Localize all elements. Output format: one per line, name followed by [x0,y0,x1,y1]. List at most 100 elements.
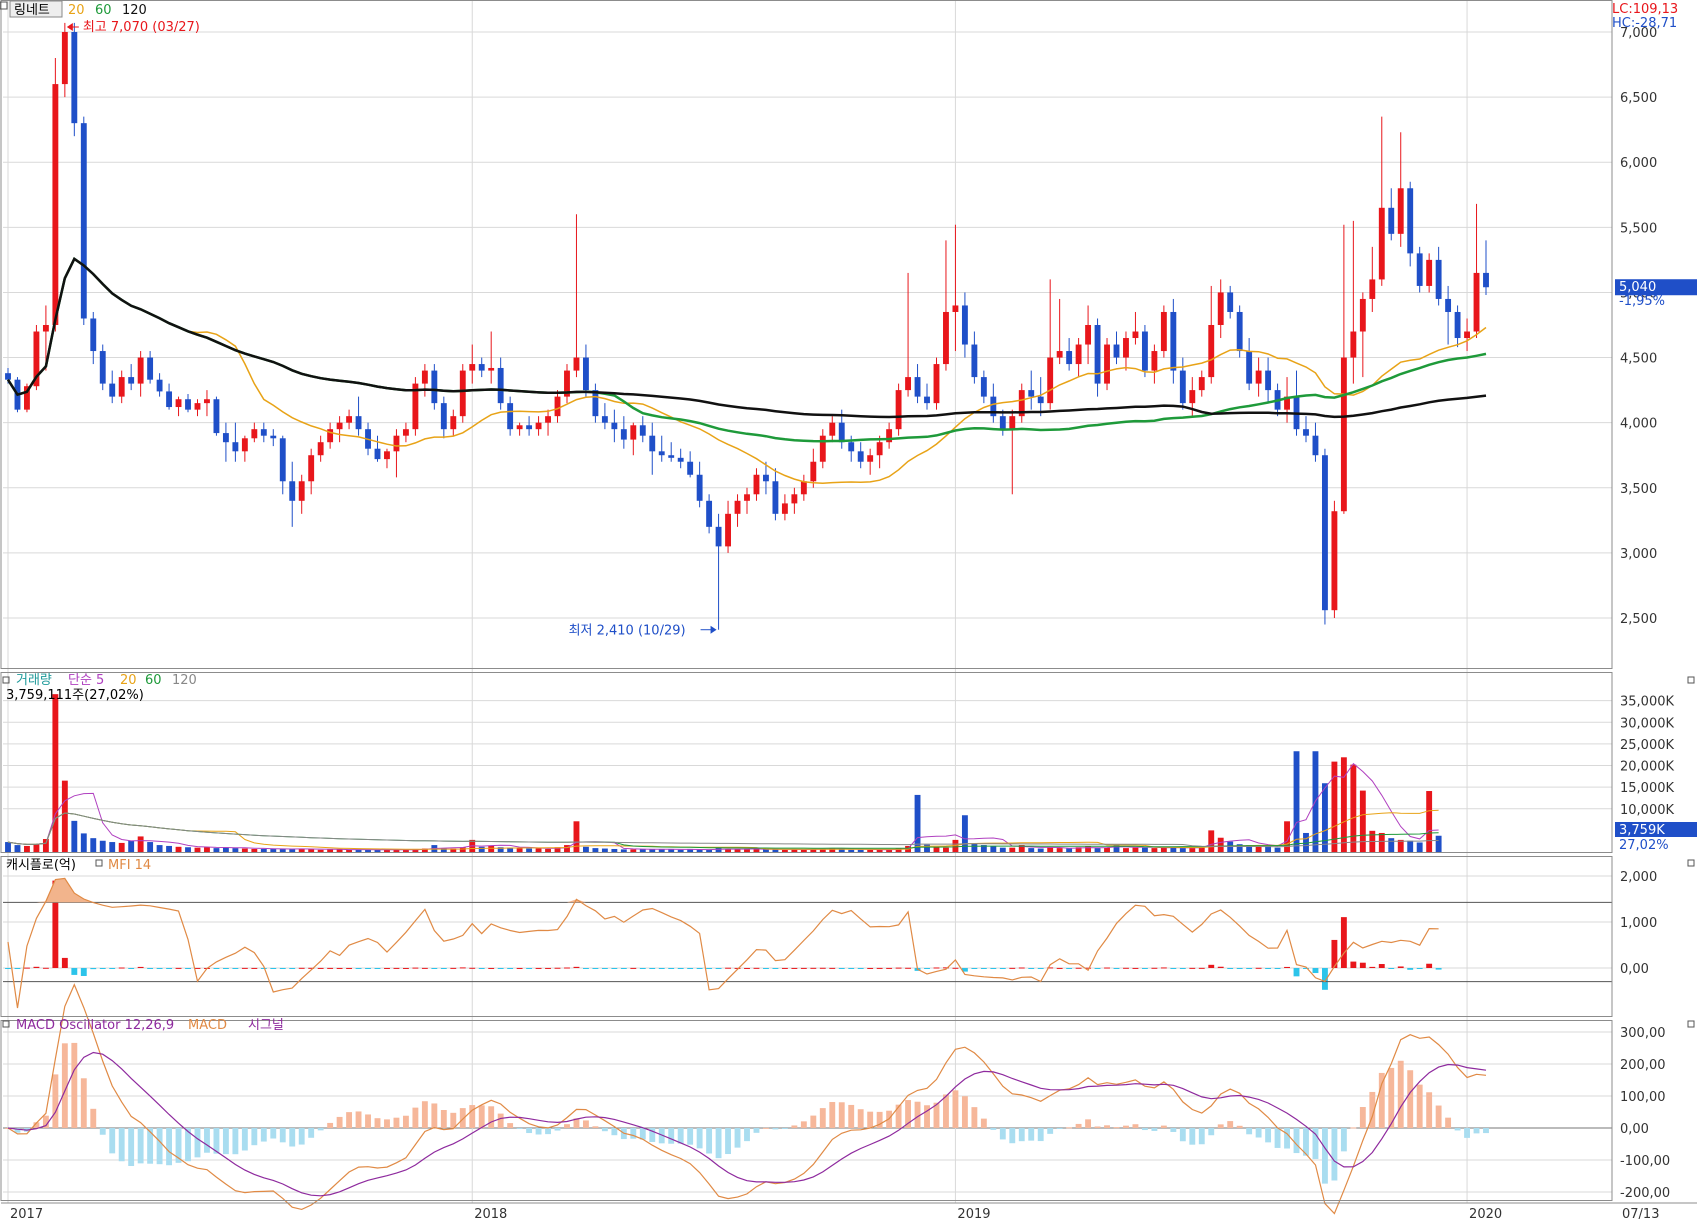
candle-body [469,364,476,371]
volume-bar [687,848,694,852]
volume-bar [914,794,921,852]
cashflow-bar [1246,968,1253,969]
volume-panel-close-icon[interactable] [1687,676,1695,684]
candle-body [327,429,334,443]
volume-bar [857,849,864,852]
candle-body [677,457,684,462]
volume-bar [554,847,561,852]
macd-panel-close-icon[interactable] [1687,1020,1695,1028]
price-tick-label: 6,500 [1620,91,1657,106]
macd-oscillator-bar [1321,1128,1328,1184]
volume-bar [365,849,371,852]
candle-body [1426,259,1433,286]
cashflow-toggle-icon[interactable] [95,859,103,867]
macd-oscillator-bar [204,1128,210,1153]
volume-bar [516,848,523,852]
cashflow-panel-close-icon[interactable] [1687,859,1695,867]
cashflow-bar [1132,967,1139,969]
candle-body [715,526,722,547]
macd-oscillator-bar [1037,1128,1044,1142]
macd-panel-toggle-icon[interactable] [2,1020,10,1028]
volume-bar [658,849,665,852]
macd-oscillator-bar [564,1124,570,1128]
legend-volume-ma20: 20 [120,673,137,688]
panel-toggle-icon[interactable] [0,1,8,10]
cashflow-bar [715,968,722,969]
price-tick-label: 4,000 [1620,417,1657,432]
cashflow-bar [175,967,182,969]
volume-bar [80,833,87,852]
macd-oscillator-bar [251,1128,258,1146]
macd-oscillator-bar [924,1105,930,1128]
volume-bar [1397,839,1404,852]
candle-body [1312,435,1319,456]
candle-body [1104,344,1110,384]
macd-oscillator-bar [118,1128,125,1162]
legend-volume-ma120: 120 [172,673,197,688]
volume-bar [90,838,97,852]
macd-oscillator-bar [1378,1072,1385,1128]
stock-name-box[interactable] [9,0,63,18]
stock-name: 링네트 [14,3,50,18]
volume-bar [753,848,760,852]
volume-bar [175,846,182,852]
candle-body [1227,292,1234,312]
macd-oscillator-bar [715,1128,722,1159]
cashflow-bar [744,967,750,969]
volume-panel: 10,000K 15,000K 20,000K 25,000K 30,000K 35,00… [5,694,1674,852]
volume-bar [1388,838,1395,852]
macd-panel: -200,00 -100,00 0,00 100,00 200,00 300,00 [5,983,1670,1215]
cashflow-bar [393,967,400,969]
macd-oscillator-bar [696,1128,703,1149]
macd-oscillator-bar [1085,1119,1092,1128]
macd-oscillator-bar [1435,1105,1442,1128]
cashflow-bar [1435,968,1442,970]
cashflow-bar [1284,966,1290,968]
candle-body [1179,370,1186,404]
volume-bar [990,846,997,852]
cashflow-bar [658,968,665,969]
macd-oscillator-bar [393,1117,400,1128]
volume-bar [213,848,220,852]
cashflow-bar [1350,961,1357,968]
candle-body [516,425,523,430]
candle-body [554,396,561,417]
candle-body [1416,253,1423,286]
macd-oscillator-bar [260,1128,267,1142]
macd-oscillator-bar [857,1109,864,1128]
candle-body [440,403,447,430]
macd-oscillator-bar [421,1101,428,1128]
x-axis: 2017 2018 2019 2020 [10,1207,1502,1222]
cashflow-bar [402,967,409,969]
macd-oscillator-bar [1094,1126,1101,1128]
macd-oscillator-bar [516,1128,523,1129]
candle-body [933,364,940,404]
candle-body [346,416,353,423]
cashflow-bar [649,968,656,969]
volume-bar [1189,848,1196,852]
volume-panel-toggle-icon[interactable] [2,676,10,684]
macd-oscillator-bar [526,1128,533,1134]
cashflow-bar [791,967,798,969]
candle-body [336,422,343,430]
macd-oscillator-bar [469,1105,476,1128]
volume-bar [1255,846,1262,852]
macd-oscillator-bar [232,1128,239,1155]
volume-bar [1407,840,1414,852]
macd-oscillator-bar [592,1126,599,1128]
candle-body [535,422,542,430]
macd-oscillator-bar [166,1128,173,1166]
volume-bar [829,848,836,852]
macd-oscillator-bar [687,1128,694,1145]
candle-body [744,494,750,501]
cashflow-bar [1160,967,1167,969]
volume-bar [147,842,154,852]
cashflow-bar [1340,917,1347,968]
candle-body [5,373,11,380]
candle-body [848,442,855,452]
macd-oscillator-bar [1445,1117,1452,1128]
volume-bar [1047,847,1054,852]
volume-bar [1416,842,1423,852]
volume-tick-label: 35,000K [1620,695,1674,710]
